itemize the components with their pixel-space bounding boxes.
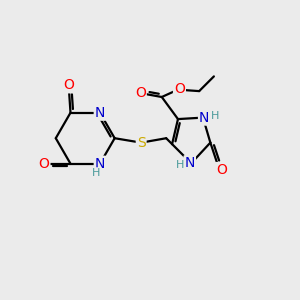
Text: N: N — [184, 156, 195, 170]
Text: O: O — [216, 163, 227, 177]
Text: N: N — [199, 111, 209, 124]
Text: N: N — [95, 106, 105, 120]
Text: H: H — [92, 168, 100, 178]
Text: S: S — [137, 136, 146, 150]
Text: O: O — [64, 78, 74, 92]
Text: N: N — [95, 157, 105, 171]
Text: O: O — [39, 157, 50, 171]
Text: O: O — [135, 85, 146, 100]
Text: H: H — [211, 111, 219, 121]
Text: O: O — [174, 82, 185, 96]
Text: H: H — [176, 160, 184, 170]
